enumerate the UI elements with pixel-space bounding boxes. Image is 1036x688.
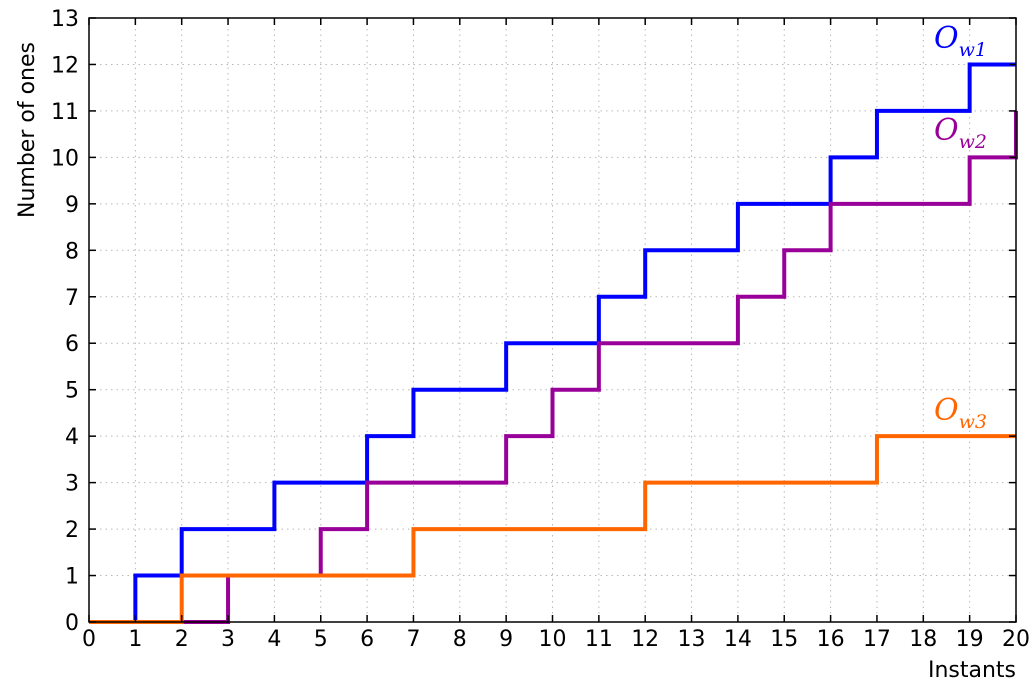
x-tick-label-17: 17 [863, 627, 891, 652]
y-tick-label-7: 7 [65, 286, 79, 311]
series-label-main: O [934, 393, 959, 428]
y-tick-label-0: 0 [65, 611, 79, 636]
series-line-w1 [89, 62, 1016, 624]
x-tick-label-9: 9 [499, 627, 513, 652]
x-tick-label-18: 18 [909, 627, 937, 652]
y-tick-label-12: 12 [51, 53, 79, 78]
series-label-w3: Ow3 [934, 393, 987, 433]
series-line-w3 [89, 434, 1016, 624]
series-label-main: O [934, 21, 959, 56]
x-tick-label-5: 5 [314, 627, 328, 652]
series-label-w2: Ow2 [934, 113, 987, 153]
y-tick-label-2: 2 [65, 518, 79, 543]
x-tick-label-16: 16 [817, 627, 845, 652]
y-tick-label-10: 10 [51, 146, 79, 171]
y-tick-label-1: 1 [65, 565, 79, 590]
x-tick-label-7: 7 [406, 627, 420, 652]
y-tick-label-6: 6 [65, 332, 79, 357]
x-tick-label-8: 8 [453, 627, 467, 652]
x-axis-title: Instants [928, 658, 1016, 683]
x-tick-label-20: 20 [1002, 627, 1030, 652]
x-tick-label-6: 6 [360, 627, 374, 652]
series-label-w1: Ow1 [934, 21, 987, 61]
grid [89, 18, 1016, 622]
x-tick-label-4: 4 [267, 627, 281, 652]
series-label-subscript: w1 [959, 39, 987, 61]
plot-frame [88, 17, 1017, 623]
x-tick-label-2: 2 [175, 627, 189, 652]
x-tick-label-1: 1 [128, 627, 142, 652]
axis-ticks [88, 17, 1017, 623]
series-label-main: O [934, 113, 959, 148]
x-tick-label-11: 11 [585, 627, 613, 652]
x-tick-label-3: 3 [221, 627, 235, 652]
y-tick-label-11: 11 [51, 100, 79, 125]
x-tick-label-14: 14 [724, 627, 752, 652]
y-tick-label-5: 5 [65, 379, 79, 404]
y-axis-title: Number of ones [15, 42, 40, 218]
y-tick-label-4: 4 [65, 425, 79, 450]
y-tick-label-3: 3 [65, 472, 79, 497]
x-tick-label-0: 0 [82, 627, 96, 652]
series-label-subscript: w3 [959, 411, 987, 433]
x-tick-labels: 0 1 2 3 4 5 6 7 8 9 10 11 12 13 14 15 16 17 18 19 20 [82, 627, 1030, 652]
series-group [89, 62, 1018, 624]
x-tick-label-13: 13 [678, 627, 706, 652]
series-label-subscript: w2 [959, 131, 987, 153]
x-tick-label-19: 19 [956, 627, 984, 652]
series-line-w2 [89, 110, 1018, 624]
x-tick-label-15: 15 [770, 627, 798, 652]
y-tick-label-9: 9 [65, 193, 79, 218]
y-tick-label-8: 8 [65, 239, 79, 264]
x-tick-label-12: 12 [631, 627, 659, 652]
x-tick-label-10: 10 [539, 627, 567, 652]
y-tick-label-13: 13 [51, 7, 79, 32]
